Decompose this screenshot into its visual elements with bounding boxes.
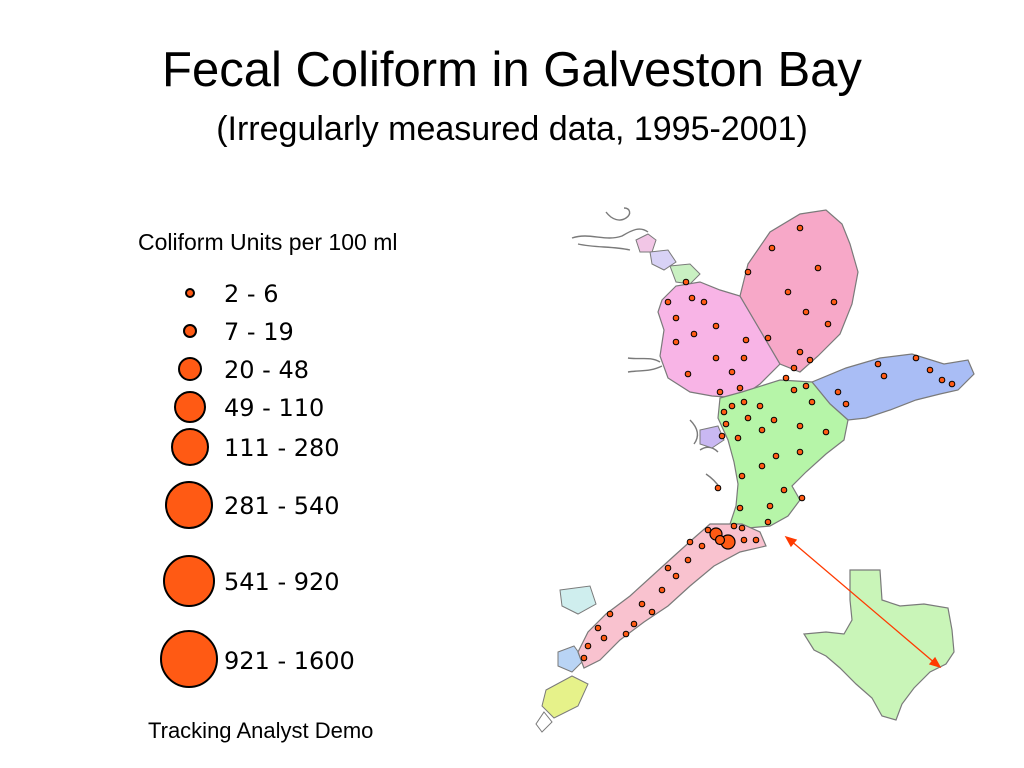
legend-symbol-281-540: [165, 481, 213, 529]
legend-symbol-541-920: [163, 555, 215, 607]
west-marsh-region: [559, 585, 597, 615]
legend-label: 921 - 1600: [224, 647, 355, 675]
legend-label: 2 - 6: [224, 280, 279, 308]
tributary-region: [699, 425, 725, 449]
legend-label: 7 - 19: [224, 318, 294, 346]
locator-arrow: [784, 535, 942, 669]
river-line: [627, 357, 661, 363]
tributary-region: [669, 263, 701, 285]
slide-title: Fecal Coliform in Galveston Bay: [162, 43, 862, 97]
legend-symbol-49-110: [174, 391, 206, 423]
river-line: [627, 365, 663, 373]
river-line: [577, 243, 631, 251]
legend-label: 541 - 920: [224, 568, 340, 596]
bastrop-bay-region: [541, 675, 589, 719]
galveston-bay-map: [535, 207, 975, 733]
legend-label: 49 - 110: [224, 394, 325, 422]
sampling-stations: [580, 224, 956, 662]
christmas-bay-region: [557, 645, 585, 673]
legend-label: 111 - 280: [224, 434, 340, 462]
legend-symbol-2-6: [185, 288, 195, 298]
southwest-shore: [535, 711, 553, 733]
river-line: [571, 228, 649, 239]
legend-symbol-111-280: [171, 428, 209, 466]
texas-inset-map: [802, 569, 955, 721]
slide-subtitle: (Irregularly measured data, 1995-2001): [216, 110, 808, 148]
tributary-region: [635, 233, 657, 253]
trinity-bay-region: [739, 209, 859, 373]
legend-label: 20 - 48: [224, 356, 309, 384]
legend-title: Coliform Units per 100 ml: [138, 229, 398, 255]
river-line: [689, 419, 699, 445]
east-bay-region: [811, 353, 975, 421]
legend-symbol-921-1600: [160, 630, 218, 688]
river-line: [605, 207, 631, 221]
legend-symbol-20-48: [178, 357, 202, 381]
footer-caption: Tracking Analyst Demo: [148, 718, 374, 743]
high-count-stations: [709, 527, 736, 550]
legend-symbol-7-19: [183, 324, 197, 338]
river-line: [699, 446, 719, 453]
legend-label: 281 - 540: [224, 492, 340, 520]
lower-galveston-bay-region: [717, 379, 849, 529]
west-bay-region: [577, 523, 767, 669]
legend: 2 - 6 7 - 19 20 - 48 49 - 110 111 - 280 …: [150, 270, 410, 710]
